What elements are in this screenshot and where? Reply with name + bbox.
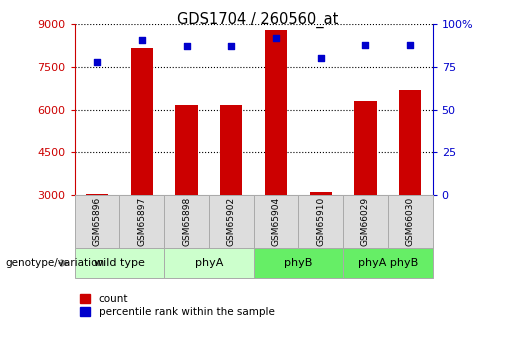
Point [406, 42, 415, 47]
Bar [220, 105, 243, 195]
Text: GSM66029: GSM66029 [361, 197, 370, 246]
Bar [388, 195, 433, 248]
Text: genotype/variation: genotype/variation [5, 258, 104, 268]
Text: phyA: phyA [195, 258, 223, 268]
Bar [86, 194, 108, 195]
Bar [354, 101, 376, 195]
Text: GSM65902: GSM65902 [227, 197, 236, 246]
Bar [75, 195, 119, 248]
Text: GSM65896: GSM65896 [93, 197, 101, 246]
Point [362, 42, 370, 47]
Bar [131, 48, 153, 195]
Legend: count, percentile rank within the sample: count, percentile rank within the sample [80, 294, 274, 317]
Text: phyB: phyB [284, 258, 313, 268]
Point [227, 43, 235, 49]
Text: GSM65897: GSM65897 [138, 197, 146, 246]
Text: GSM65910: GSM65910 [316, 197, 325, 246]
Bar [164, 248, 253, 278]
Bar [310, 192, 332, 195]
Point [93, 59, 101, 65]
Bar [298, 195, 343, 248]
Point [317, 56, 325, 61]
Bar [253, 248, 343, 278]
Text: GSM66030: GSM66030 [406, 197, 415, 246]
Bar [399, 90, 421, 195]
Text: GSM65904: GSM65904 [271, 197, 281, 246]
Point [182, 43, 191, 49]
Bar [265, 30, 287, 195]
Point [272, 35, 280, 41]
Bar [209, 195, 253, 248]
Text: GDS1704 / 260560_at: GDS1704 / 260560_at [177, 12, 338, 28]
Bar [164, 195, 209, 248]
Bar [343, 195, 388, 248]
Text: phyA phyB: phyA phyB [358, 258, 418, 268]
Bar [119, 195, 164, 248]
Bar [75, 248, 164, 278]
Point [138, 37, 146, 42]
Bar [253, 195, 298, 248]
Text: GSM65898: GSM65898 [182, 197, 191, 246]
Bar [343, 248, 433, 278]
Text: wild type: wild type [94, 258, 145, 268]
Bar [175, 105, 198, 195]
